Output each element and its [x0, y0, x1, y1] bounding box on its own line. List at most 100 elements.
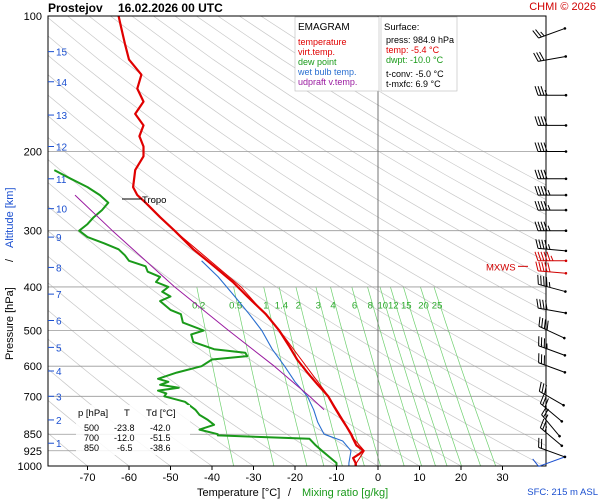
- altitude-tick-label: 12: [56, 143, 68, 154]
- series-virt-temp: [136, 194, 365, 466]
- legend-dew-point: dew point: [298, 57, 337, 67]
- barb-full: [544, 384, 547, 395]
- barb-full: [543, 185, 548, 196]
- mixing-ratio-label: 15: [401, 301, 412, 312]
- barb-half: [547, 204, 551, 211]
- mixing-ratio-label: 1: [263, 301, 268, 312]
- table-row-850-t: -6.5: [117, 443, 133, 453]
- barb-full: [546, 251, 551, 261]
- altitude-tick-label: 6: [56, 317, 62, 328]
- barb-full: [542, 420, 547, 430]
- surface-box: [380, 16, 458, 92]
- barb-full: [535, 239, 539, 249]
- barb-dot: [564, 124, 568, 127]
- barb-dot: [564, 311, 568, 315]
- barb-half: [547, 244, 551, 250]
- barb-half: [547, 225, 551, 231]
- barb-full: [538, 316, 541, 327]
- barb-full: [543, 338, 546, 348]
- barb-full: [538, 381, 542, 392]
- barb-half: [544, 90, 548, 96]
- barb-full: [543, 142, 548, 152]
- barb-full: [537, 142, 542, 152]
- barb-full: [541, 318, 544, 328]
- barb-dot: [560, 420, 564, 423]
- barb-full: [544, 239, 548, 250]
- mixing-ratio-label: 0.5: [229, 301, 242, 312]
- barb-shaft: [538, 362, 566, 373]
- barb-full: [541, 239, 545, 250]
- dry-adiabat: [196, 16, 546, 231]
- barb-full: [546, 320, 549, 331]
- altitude-tick-label: 9: [56, 233, 62, 244]
- mixing-ratio-label: 8: [368, 301, 373, 312]
- barb-full: [539, 394, 545, 404]
- mixing-ratio-label: 2: [296, 301, 301, 312]
- barb-full: [537, 116, 542, 126]
- barb-dot: [563, 354, 567, 357]
- sfc-label: SFC: 215 m ASL: [527, 487, 598, 498]
- table-row-850-p: 850: [84, 443, 99, 453]
- barb-shaft: [537, 247, 566, 252]
- dry-adiabat: [48, 17, 546, 348]
- dry-adiabat: [48, 74, 546, 405]
- barb-full: [540, 116, 545, 126]
- barb-full: [533, 52, 539, 62]
- altitude-tick-label: 5: [56, 343, 62, 354]
- wind-barb: [534, 185, 568, 197]
- y-axis-title-sep: /: [4, 258, 16, 262]
- temp-tick-label: 0: [375, 472, 381, 484]
- barb-full: [535, 261, 539, 271]
- legend-wet-bulb: wet bulb temp.: [297, 67, 357, 77]
- legend-temperature: temperature: [298, 37, 347, 47]
- altitude-tick-label: 15: [56, 48, 68, 59]
- temp-tick-label: -40: [204, 472, 220, 484]
- table-row-500-p: 500: [84, 423, 99, 433]
- barb-full: [534, 142, 539, 152]
- surface-temp: temp: -5.4 °C: [386, 45, 440, 55]
- barb-full: [536, 298, 539, 309]
- barb-dot: [564, 229, 568, 232]
- barb-full: [540, 142, 545, 152]
- wind-barb: [538, 316, 566, 340]
- mixing-ratio-label: 6: [352, 301, 357, 312]
- barb-full: [545, 300, 548, 310]
- series-dew-point: [53, 169, 338, 466]
- barb-full: [534, 116, 539, 126]
- barb-full: [534, 221, 539, 231]
- series-temperature: [117, 16, 365, 466]
- barb-half: [547, 189, 551, 196]
- barb-dot: [564, 249, 568, 253]
- wind-barb: [538, 353, 567, 374]
- dry-adiabat: [239, 16, 546, 200]
- wind-barb: [539, 418, 564, 448]
- barb-shaft: [538, 325, 565, 339]
- y-axis-title: Pressure [hPa] / Altitude [km]: [4, 187, 16, 360]
- barb-full: [540, 169, 545, 179]
- barb-full: [540, 251, 545, 261]
- barb-shaft: [539, 390, 564, 406]
- x-axis-title-sep: /: [288, 487, 292, 499]
- wind-barb: [533, 51, 568, 62]
- barb-dot: [564, 290, 567, 293]
- table-row-700-p: 700: [84, 433, 99, 443]
- wind-barb: [538, 437, 567, 459]
- wind-barb: [534, 116, 568, 127]
- barb-half: [548, 282, 551, 288]
- barb-full: [540, 185, 545, 196]
- barb-dot: [558, 434, 561, 438]
- mixing-ratio-label: 3: [316, 301, 321, 312]
- y-axis-title-altitude: Altitude [km]: [4, 187, 16, 248]
- barb-full: [538, 261, 542, 272]
- plot-frame: [47, 15, 547, 467]
- wind-barb: [532, 27, 567, 39]
- altitude-tick-label: 14: [56, 78, 68, 89]
- barb-full: [543, 200, 548, 211]
- temp-tick-label: 10: [413, 472, 425, 484]
- surface-tconv: t-conv: -5.0 °C: [386, 69, 444, 79]
- barb-full: [543, 221, 548, 231]
- barb-full: [532, 30, 539, 39]
- barb-shaft: [540, 427, 563, 447]
- barb-full: [543, 276, 545, 286]
- temp-tick-label: 30: [496, 472, 508, 484]
